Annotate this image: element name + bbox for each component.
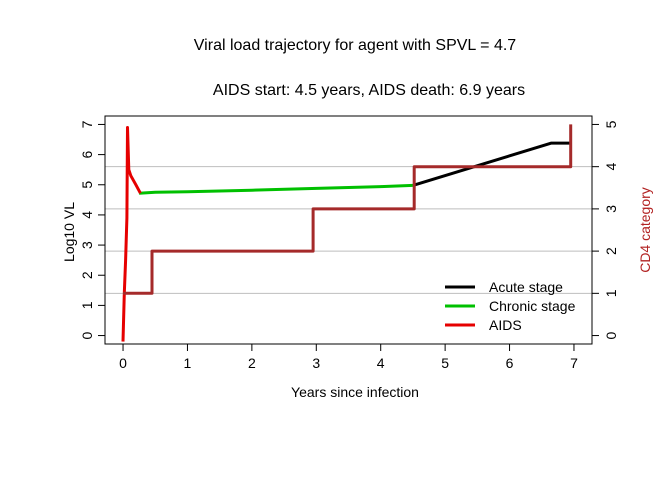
legend-label-1: Chronic stage: [489, 298, 576, 314]
y-axis-right: 0 1 2 3 4 5: [592, 120, 619, 339]
y-axis-label: Log10 VL: [61, 202, 77, 262]
legend-label-2: AIDS: [489, 317, 522, 333]
x-axis-label: Years since infection: [291, 384, 419, 400]
x-tick-label-6: 6: [506, 355, 514, 371]
x-tick-label-0: 0: [119, 355, 127, 371]
y-right-tick-label-4: 4: [603, 163, 619, 171]
y-tick-label-6: 6: [79, 151, 95, 159]
series-line-aids: [121, 126, 142, 342]
x-tick-label-1: 1: [184, 355, 192, 371]
y-tick-label-5: 5: [79, 181, 95, 189]
y-axis-right-label: CD4 category: [637, 187, 653, 273]
x-axis: 0 1 2 3 4 5 6 7: [119, 344, 578, 371]
series-line-acute: [412, 141, 571, 187]
y-axis-left: 0 1 2 3 4 5 6 7: [79, 120, 105, 339]
y-tick-label-3: 3: [79, 241, 95, 249]
legend: Acute stage Chronic stage AIDS: [445, 279, 576, 333]
y-right-tick-label-0: 0: [603, 331, 619, 339]
series-line-cd4: [123, 124, 573, 295]
y-tick-label-4: 4: [79, 211, 95, 219]
series-line-chronic: [139, 183, 413, 195]
chart-subtitle: AIDS start: 4.5 years, AIDS death: 6.9 y…: [213, 82, 525, 99]
y-right-tick-label-2: 2: [603, 247, 619, 255]
series-lines: [121, 124, 573, 342]
y-right-tick-label-3: 3: [603, 205, 619, 213]
y-right-tick-label-5: 5: [603, 120, 619, 128]
y-tick-label-0: 0: [79, 331, 95, 339]
x-tick-label-4: 4: [377, 355, 385, 371]
chart-title: Viral load trajectory for agent with SPV…: [194, 37, 517, 54]
y-right-tick-label-1: 1: [603, 289, 619, 297]
plot-frame: [104, 115, 593, 345]
y-tick-label-2: 2: [79, 271, 95, 279]
x-tick-label-2: 2: [248, 355, 256, 371]
x-tick-label-7: 7: [570, 355, 578, 371]
y-tick-label-1: 1: [79, 301, 95, 309]
x-tick-label-3: 3: [312, 355, 320, 371]
grid-lines: [105, 166, 592, 294]
legend-label-0: Acute stage: [489, 279, 563, 295]
y-tick-label-7: 7: [79, 120, 95, 128]
x-tick-label-5: 5: [441, 355, 449, 371]
